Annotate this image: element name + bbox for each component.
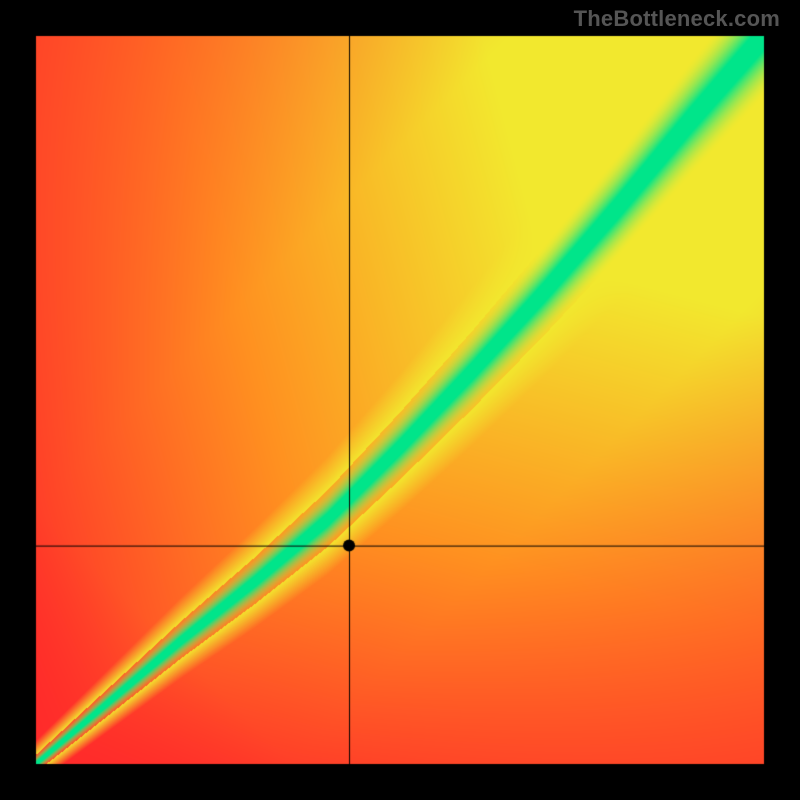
bottleneck-heatmap [0,0,800,800]
watermark-label: TheBottleneck.com [574,6,780,32]
